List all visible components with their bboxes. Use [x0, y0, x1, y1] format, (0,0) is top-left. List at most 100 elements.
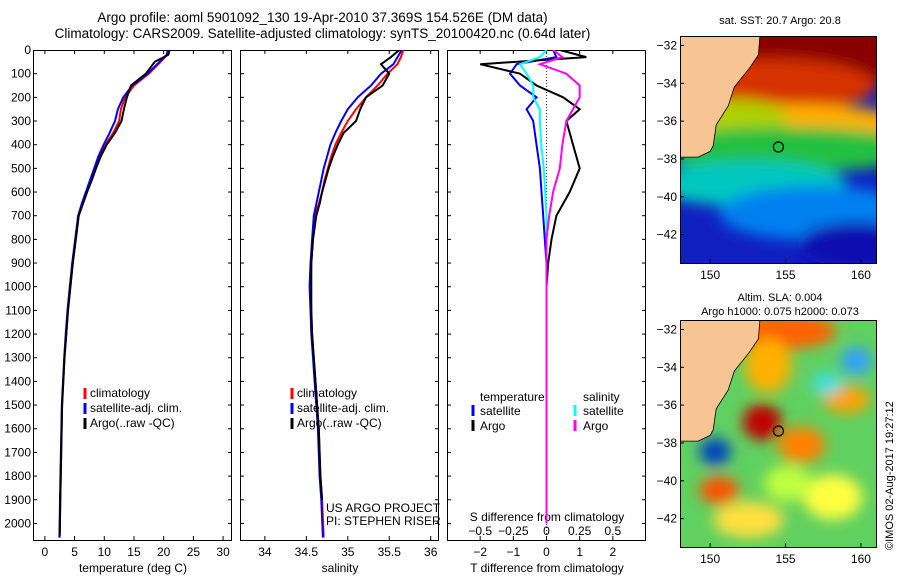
- sal-xtick-label-2: 35: [341, 545, 355, 559]
- sla-blob-2: [742, 403, 782, 441]
- sla-blob-1: [744, 338, 792, 393]
- diff-s-tick-label-0: −0.5: [468, 524, 492, 538]
- sla-map: 150 155 160 −32 −34 −36 −38 −40 −42: [657, 320, 877, 566]
- diff-legend-t-label-1: Argo: [480, 419, 506, 433]
- sla-blob-7: [699, 438, 731, 466]
- sla-frame: [680, 320, 877, 548]
- sst-ytick-label-4: −40: [657, 190, 678, 204]
- temp-xtick-label-5: 25: [187, 545, 201, 559]
- sst-frame: [680, 36, 877, 264]
- sla-blob-3: [778, 426, 826, 464]
- diff-s-tick-label-2: 0: [543, 524, 550, 538]
- sla-ytick-label-4: −40: [657, 474, 678, 488]
- sal-annotation-1: PI: STEPHEN RISER: [326, 514, 440, 528]
- sla-blob-11: [713, 501, 784, 538]
- diff-s-tick-label-1: −0.25: [498, 524, 529, 538]
- sla-blob-10: [811, 372, 843, 395]
- sal-xlabel: salinity: [322, 561, 359, 575]
- sst-land: [680, 36, 761, 158]
- depth-tick-label-1: 100: [11, 67, 31, 81]
- depth-tick-label-16: 1600: [4, 422, 31, 436]
- temp-series-group: [58, 50, 171, 538]
- sla-ytick-label-5: −42: [657, 512, 678, 526]
- sla-blob-6: [803, 474, 863, 520]
- difference-panel: −2 −1 0 1 2−0.5 −0.25 0 0.25 0.5S difference fro…: [447, 50, 646, 575]
- salinity-panel: 34 34.5 35 35.5 36 salinity climatologysatelli…: [240, 50, 440, 575]
- depth-tick-label-9: 900: [11, 256, 31, 270]
- sla-ytick-label-1: −34: [657, 360, 678, 374]
- depth-tick-label-15: 1500: [4, 398, 31, 412]
- depth-tick-label-2: 200: [11, 90, 31, 104]
- sst-ytick-label-5: −42: [657, 228, 678, 242]
- temp-frame: [33, 50, 232, 541]
- sla-title-line-2: Argo h1000: 0.075 h2000: 0.073: [701, 306, 859, 318]
- diff-legend-t-label-0: satellite: [480, 404, 521, 418]
- sal-xtick-label-0: 34: [258, 545, 272, 559]
- sla-blob-9: [764, 465, 812, 502]
- diff-series-3: [536, 50, 581, 524]
- diff-xtick-label-0: −2: [473, 545, 487, 559]
- sal-xtick-label-1: 34.5: [295, 545, 319, 559]
- temp-xtick-label-1: 5: [71, 545, 78, 559]
- sst-map-title: sat. SST: 20.7 Argo: 20.8: [719, 15, 841, 27]
- depth-tick-label-17: 1700: [4, 445, 31, 459]
- sst-ytick-label-1: −34: [657, 76, 678, 90]
- title-line-2: Climatology: CARS2009. Satellite-adjuste…: [54, 26, 591, 41]
- depth-tick-label-4: 400: [11, 138, 31, 152]
- sal-xtick-label-3: 35.5: [378, 545, 402, 559]
- diff-s-tick-label-3: 0.25: [568, 524, 592, 538]
- depth-tick-label-18: 1800: [4, 469, 31, 483]
- sla-ytick-label-0: −32: [657, 322, 678, 336]
- depth-tick-label-3: 300: [11, 114, 31, 128]
- depth-tick-label-11: 1100: [5, 303, 31, 317]
- sla-title-line-1: Altim. SLA: 0.004: [737, 292, 823, 304]
- sst-xtick-label-2: 160: [851, 268, 871, 282]
- sst-xtick-label-1: 155: [776, 268, 796, 282]
- title-line-1: Argo profile: aoml 5901092_130 19-Apr-20…: [97, 10, 548, 25]
- diff-xtick-label-2: 0: [543, 545, 550, 559]
- temp-legend-label-2: Argo(..raw -QC): [90, 416, 175, 430]
- temp-xtick-label-3: 15: [127, 545, 141, 559]
- diff-xtick-label-1: −1: [506, 545, 520, 559]
- depth-tick-label-7: 700: [11, 209, 31, 223]
- temperature-panel: 0 5 10 15 20 25 30 temperature (deg C) climatolo…: [33, 50, 232, 575]
- depth-tick-label-0: 0: [24, 43, 31, 57]
- sla-xtick-label-1: 155: [776, 552, 796, 566]
- sla-xtick-label-2: 160: [851, 552, 871, 566]
- sla-land: [680, 320, 761, 442]
- sst-field: [680, 36, 876, 263]
- sst-xtick-label-0: 150: [700, 268, 720, 282]
- diff-s-tick-label-4: 0.5: [604, 524, 621, 538]
- sal-legend-label-1: satellite-adj. clim.: [297, 401, 389, 415]
- depth-tick-label-19: 1900: [4, 493, 31, 507]
- sst-ytick-label-3: −38: [657, 152, 678, 166]
- sla-blob-8: [699, 476, 739, 504]
- depth-tick-label-12: 1200: [4, 327, 31, 341]
- diff-xtick-label-4: 2: [609, 545, 616, 559]
- diff-legend-s-label-0: satellite: [583, 404, 624, 418]
- depth-tick-label-5: 500: [11, 161, 31, 175]
- sla-ytick-label-2: −36: [657, 398, 678, 412]
- sla-field: [680, 320, 876, 547]
- sst-blob-7: [797, 222, 876, 263]
- sal-xtick-label-4: 36: [424, 545, 438, 559]
- sst-ytick-label-2: −36: [657, 114, 678, 128]
- temp-xtick-label-6: 30: [216, 545, 230, 559]
- temp-legend-label-0: climatology: [90, 386, 150, 400]
- sst-ytick-label-0: −32: [657, 38, 678, 52]
- sla-map-title: Altim. SLA: 0.004 Argo h1000: 0.075 h200…: [660, 291, 900, 319]
- figure-title: Argo profile: aoml 5901092_130 19-Apr-20…: [0, 10, 645, 42]
- temp-series-2: [58, 50, 171, 536]
- temp-xtick-label-4: 20: [157, 545, 171, 559]
- temp-xtick-label-0: 0: [42, 545, 49, 559]
- depth-tick-label-8: 800: [11, 232, 31, 246]
- diff-legend-header-t: temperature: [480, 390, 545, 404]
- sal-series-group: [308, 50, 405, 538]
- diff-t-xlabel: T difference from climatology: [470, 561, 624, 575]
- diff-legend-s-label-1: Argo: [583, 419, 609, 433]
- sla-profile-marker: [772, 425, 784, 437]
- depth-tick-label-10: 1000: [4, 280, 31, 294]
- temp-xlabel: temperature (deg C): [79, 561, 187, 575]
- diff-series-group: [479, 50, 587, 524]
- depth-tick-label-20: 2000: [4, 516, 31, 530]
